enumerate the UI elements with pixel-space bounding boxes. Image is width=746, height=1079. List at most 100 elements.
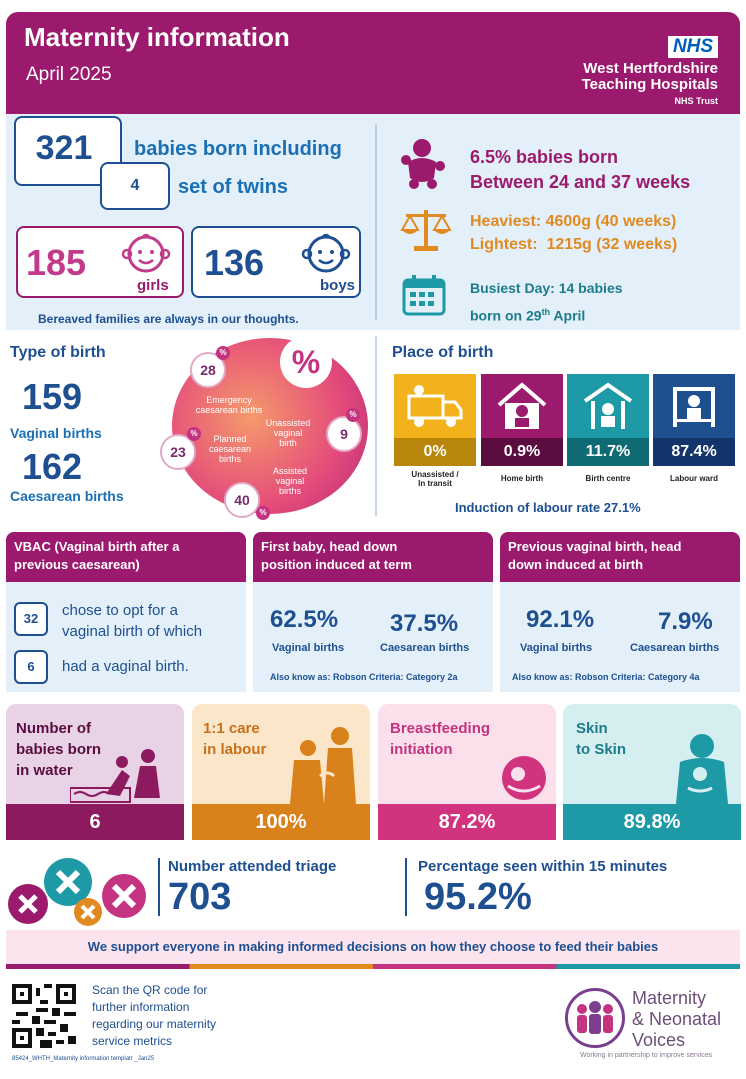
mnv-tagline: Working in partnership to improve servic… — [580, 1052, 713, 1059]
girls-label: girls — [137, 277, 169, 294]
mnv-line-3: Voices — [632, 1030, 686, 1050]
boys-label: boys — [320, 277, 356, 294]
previous-vaginal-vaginal-pct: 92.1% — [526, 606, 595, 633]
header-banner — [6, 12, 740, 114]
bereaved-message: Bereaved families are always in our thou… — [38, 312, 299, 326]
place-pct-birth-centre: 11.7% — [567, 438, 649, 466]
section-divider — [375, 336, 377, 516]
skin-to-skin-title: Skin to Skin — [576, 718, 626, 760]
document-reference: 85424_WHTH_Maternity information templat… — [12, 1056, 155, 1062]
heaviest-baby: Heaviest: 4600g (40 weeks) — [470, 213, 677, 230]
place-pct-home: 0.9% — [481, 438, 563, 466]
one-to-one-title-line-1: 1:1 care — [203, 720, 260, 737]
planned-caesarean-label: Planned caesarean births — [205, 434, 255, 464]
vaginal-births-label: Vaginal births — [10, 425, 102, 441]
people-group-icon — [577, 1001, 613, 1034]
one-to-one-care-title: 1:1 care in labour — [203, 718, 266, 760]
breastfeeding-title-line-1: Breastfeeding — [390, 720, 491, 737]
previous-vaginal-title: Previous vaginal birth, head down induce… — [500, 532, 740, 582]
previous-vaginal-title-line-1: Previous vaginal birth, head — [508, 539, 682, 554]
preterm-stat: 6.5% babies born Between 24 and 37 weeks — [470, 145, 690, 195]
busiest-date-post: April — [550, 307, 586, 324]
breastfeeding-icon — [502, 756, 546, 800]
emergency-label-line-1: Emergency — [206, 395, 252, 405]
place-icon-bg — [481, 374, 563, 438]
assisted-label-line-2: vaginal — [275, 476, 305, 486]
unassisted-vaginal-label: Unassisted vaginal birth — [258, 418, 318, 448]
triage-attended-number: 703 — [168, 876, 232, 918]
place-pct-transit: 0% — [394, 438, 476, 466]
caesarean-births-label: Caesarean births — [10, 488, 124, 504]
trust-line-2: Teaching Hospitals — [581, 76, 718, 93]
water-birth-title-line-1: Number of — [16, 720, 91, 737]
place-card-labour-ward: 87.4% — [653, 374, 735, 466]
place-of-birth-title: Place of birth — [392, 344, 494, 361]
place-icon-bg — [567, 374, 649, 438]
mnv-name: Maternity & Neonatal Voices — [632, 988, 721, 1051]
breastfeeding-title-line-2: initiation — [390, 741, 453, 758]
one-to-one-title-line-2: in labour — [203, 741, 267, 758]
planned-label-line-2: caesarean — [208, 444, 252, 454]
skin-to-skin-value: 89.8% — [563, 804, 741, 840]
twins-text: set of twins — [178, 176, 289, 198]
place-label-home: Home birth — [500, 474, 544, 483]
previous-vaginal-caesarean-label: Caesarean births — [630, 642, 720, 654]
boys-number: 136 — [204, 242, 265, 283]
induction-rate: Induction of labour rate 27.1% — [455, 500, 641, 515]
vbac-had-text: had a vaginal birth. — [62, 658, 189, 675]
busiest-line-2: born on 29th April — [470, 300, 623, 328]
busiest-line-1: Busiest Day: 14 babies — [470, 280, 623, 296]
qr-instructions: Scan the QR code for further information… — [92, 982, 216, 1050]
planned-label-line-3: births — [218, 454, 241, 464]
baby-girl-icon — [121, 233, 171, 273]
seen-15-min-label: Percentage seen within 15 minutes — [418, 858, 668, 875]
nhs-logo: NHS — [668, 36, 718, 58]
skin-to-skin-title-line-2: to Skin — [576, 741, 627, 758]
type-of-birth-title: Type of birth — [10, 344, 106, 361]
preterm-line-1: 6.5% babies born — [470, 147, 619, 167]
caesarean-births-number: 162 — [22, 446, 83, 487]
previous-vaginal-caesarean-pct: 7.9% — [658, 608, 713, 635]
trust-name: West Hertfordshire Teaching Hospitals — [478, 61, 718, 93]
vbac-opted-line-2: vaginal birth of which — [62, 623, 203, 640]
qr-line-4: service metrics — [92, 1034, 173, 1048]
total-births-number: 321 — [35, 129, 93, 167]
place-label-birth-centre: Birth centre — [585, 474, 631, 483]
planned-caesarean-bubble: 23 — [160, 434, 196, 470]
house-icon — [497, 382, 547, 429]
water-birth-value: 6 — [6, 804, 184, 840]
page-subtitle: April 2025 — [26, 64, 112, 85]
qr-line-3: regarding our maternity — [92, 1017, 217, 1031]
trust-line-1: West Hertfordshire — [583, 60, 718, 77]
divider-line — [158, 858, 160, 916]
first-baby-vaginal-pct: 62.5% — [270, 606, 339, 633]
first-baby-caesarean-pct: 37.5% — [390, 610, 459, 637]
first-baby-robson: Also know as: Robson Criteria: Category … — [270, 672, 458, 682]
qr-code[interactable] — [12, 984, 76, 1048]
breastfeeding-title: Breastfeeding initiation — [390, 718, 490, 760]
mnv-logo — [565, 988, 625, 1048]
assisted-label-line-3: births — [278, 486, 301, 496]
percent-badge-icon: % — [256, 506, 270, 520]
midwife-care-icon — [290, 727, 356, 804]
place-icon-bg — [653, 374, 735, 438]
emergency-label-line-2: caesarean births — [195, 405, 263, 415]
first-baby-title-line-2: position induced at term — [261, 557, 412, 572]
first-baby-caesarean-label: Caesarean births — [380, 642, 470, 654]
place-label-transit: Unassisted / In transit — [394, 470, 476, 488]
one-to-one-care-value: 100% — [192, 804, 370, 840]
water-birth-title: Number of babies born in water — [16, 718, 101, 781]
vaginal-births-number: 159 — [22, 376, 83, 417]
water-birth-title-line-3: in water — [16, 762, 73, 779]
girls-number: 185 — [26, 242, 87, 283]
trust-line-3: NHS Trust — [674, 96, 718, 106]
feeding-support-banner: We support everyone in making informed d… — [6, 930, 740, 966]
divider-line — [405, 858, 407, 916]
busiest-day-stat: Busiest Day: 14 babies born on 29th Apri… — [470, 276, 623, 328]
assisted-vaginal-bubble: 40 — [224, 482, 260, 518]
previous-vaginal-vaginal-label: Vaginal births — [520, 642, 593, 654]
vbac-opted-line-1: chose to opt for a — [62, 602, 178, 619]
mnv-line-1: Maternity — [632, 988, 707, 1008]
previous-vaginal-robson: Also know as: Robson Criteria: Category … — [512, 672, 700, 682]
birth-centre-icon — [583, 382, 633, 429]
